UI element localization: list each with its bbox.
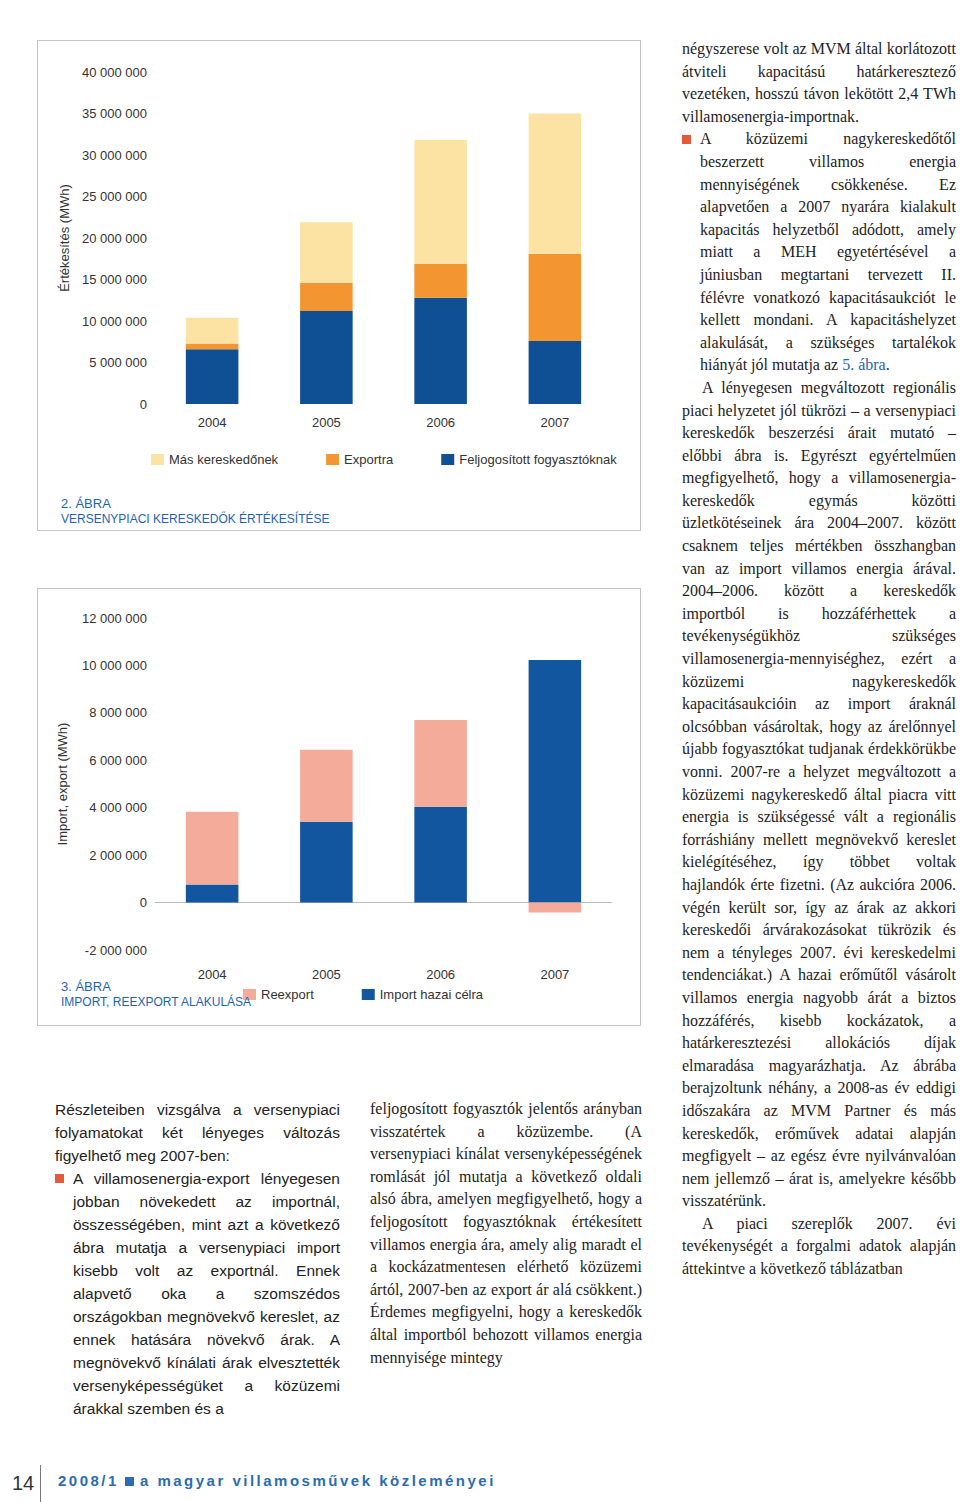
- svg-text:VERSENYPIACI KERESKEDŐK ÉRTÉKE: VERSENYPIACI KERESKEDŐK ÉRTÉKESÍTÉSE: [61, 511, 330, 526]
- html-text:A lényegesen megváltozott regi: A lényegesen megváltozott regionális pia…: [682, 378, 956, 1210]
- svg-text:2006: 2006: [426, 967, 455, 982]
- svg-text:8 000 000: 8 000 000: [89, 705, 147, 720]
- svg-text:IMPORT, REEXPORT ALAKULÁSA: IMPORT, REEXPORT ALAKULÁSA: [61, 994, 251, 1009]
- html-text:a magyar villamosművek közlemé: a magyar villamosművek közleményei: [139, 1472, 496, 1489]
- svg-text:35 000 000: 35 000 000: [82, 106, 147, 121]
- svg-text:12 000 000: 12 000 000: [82, 611, 147, 626]
- html-text:A villamosenergia-export lénye: A villamosenergia-export lényegesen jobb…: [73, 1170, 340, 1417]
- svg-text:2 000 000: 2 000 000: [89, 848, 147, 863]
- html-text:A piaci szereplők 2007. évi te: A piaci szereplők 2007. évi tevékenységé…: [682, 1214, 956, 1278]
- svg-text:2007: 2007: [540, 415, 569, 430]
- svg-text:0: 0: [140, 895, 147, 910]
- svg-text:Import hazai célra: Import hazai célra: [380, 987, 484, 1002]
- svg-text:Feljogosított fogyasztóknak: Feljogosított fogyasztóknak: [459, 452, 617, 467]
- html-text:2008/1: 2008/1: [58, 1472, 119, 1489]
- html-text:négyszerese volt az MVM által: négyszerese volt az MVM által korlátozot…: [682, 40, 956, 125]
- svg-text:2004: 2004: [198, 967, 227, 982]
- html-text:A közüzemi nagykereskedőtől be: A közüzemi nagykereskedőtől beszerzett v…: [700, 130, 956, 374]
- svg-text:2. ÁBRA: 2. ÁBRA: [61, 496, 111, 511]
- svg-text:-2 000 000: -2 000 000: [85, 943, 147, 958]
- svg-text:5 000 000: 5 000 000: [89, 355, 147, 370]
- svg-text:0: 0: [140, 397, 147, 412]
- svg-text:Import, export (MWh): Import, export (MWh): [55, 723, 70, 846]
- svg-text:Reexport: Reexport: [261, 987, 314, 1002]
- svg-text:2006: 2006: [426, 415, 455, 430]
- svg-text:15 000 000: 15 000 000: [82, 272, 147, 287]
- svg-text:2005: 2005: [312, 967, 341, 982]
- svg-text:2004: 2004: [198, 415, 227, 430]
- svg-text:40 000 000: 40 000 000: [82, 65, 147, 80]
- svg-text:Exportra: Exportra: [344, 452, 394, 467]
- svg-text:10 000 000: 10 000 000: [82, 314, 147, 329]
- svg-text:3. ÁBRA: 3. ÁBRA: [61, 979, 111, 994]
- svg-text:2005: 2005: [312, 415, 341, 430]
- html-text:14: 14: [12, 1472, 35, 1494]
- svg-text:4 000 000: 4 000 000: [89, 800, 147, 815]
- svg-text:6 000 000: 6 000 000: [89, 753, 147, 768]
- svg-text:25 000 000: 25 000 000: [82, 189, 147, 204]
- html-text:feljogosított fogyasztók jelen: feljogosított fogyasztók jelentős arányb…: [370, 1100, 642, 1366]
- svg-text:10 000 000: 10 000 000: [82, 658, 147, 673]
- svg-text:2007: 2007: [540, 967, 569, 982]
- html-text:Részleteiben vizsgálva a verse: Részleteiben vizsgálva a versenypiaci fo…: [55, 1101, 340, 1164]
- svg-text:30 000 000: 30 000 000: [82, 148, 147, 163]
- svg-text:Értékesítés (MWh): Értékesítés (MWh): [57, 184, 72, 292]
- svg-text:Más kereskedőnek: Más kereskedőnek: [169, 452, 279, 467]
- svg-text:20 000 000: 20 000 000: [82, 231, 147, 246]
